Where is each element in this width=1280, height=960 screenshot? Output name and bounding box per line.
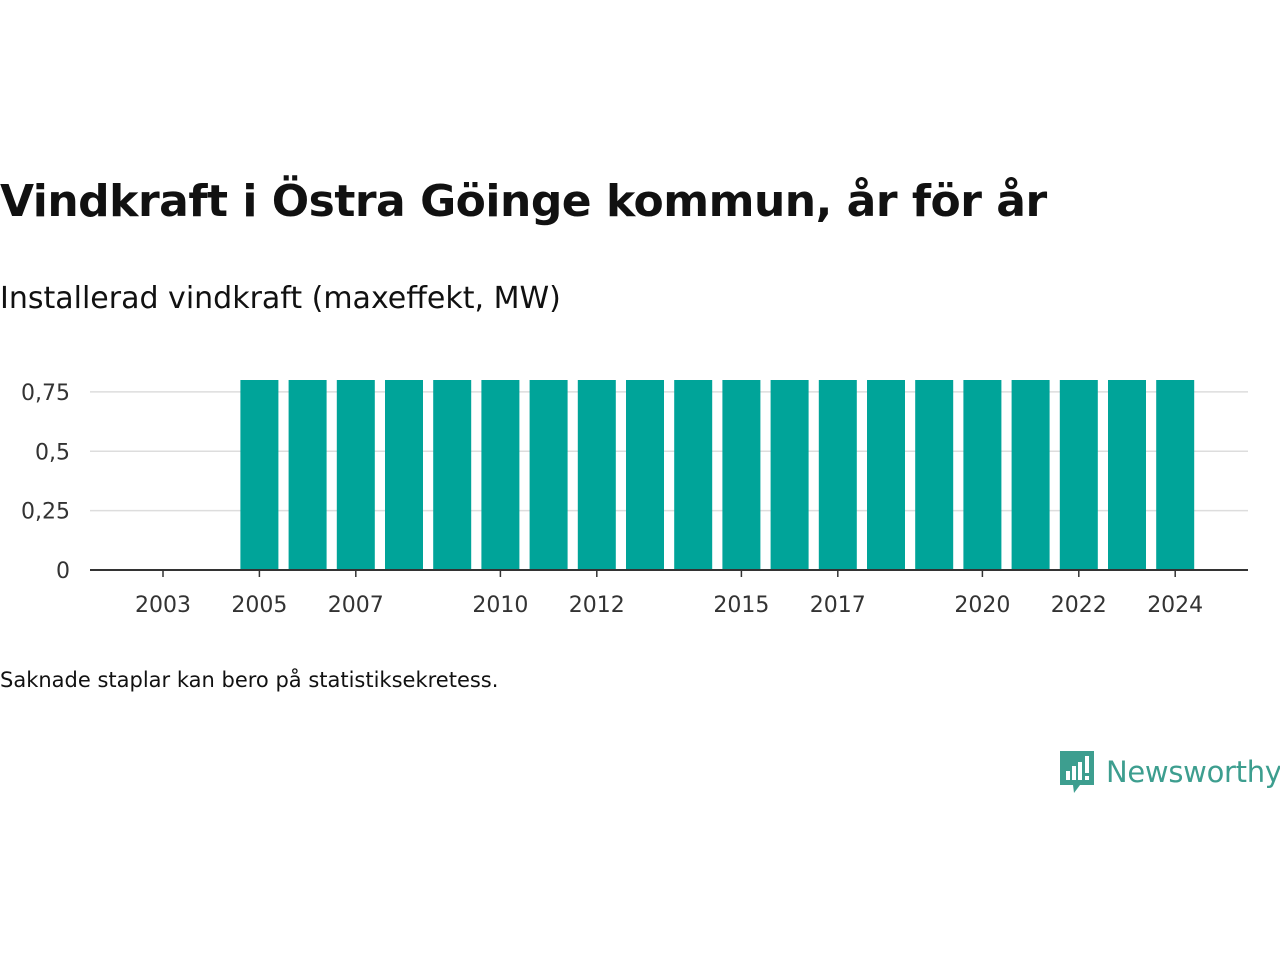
chart-subtitle: Installerad vindkraft (maxeffekt, MW) [0,281,561,316]
axes: 0 0,25 0,5 0,75 2003 2005 2007 2010 2012 2015 2017… [21,381,1248,618]
x-tick-label: 2022 [1051,593,1107,618]
x-tick-label: 2010 [472,593,528,618]
bar-2020 [963,380,1002,570]
y-tick-label: 0,5 [35,440,70,465]
x-tick-label: 2007 [328,593,384,618]
bar-2008 [385,380,423,570]
y-tick-label: 0,25 [21,500,70,525]
x-tick-label: 2003 [135,593,191,618]
bar-2018 [867,380,905,570]
bar-2006 [288,380,327,570]
y-tick-label: 0 [56,559,70,584]
x-tick-label: 2005 [231,593,287,618]
footnote: Saknade staplar kan bero på statistiksek… [0,668,499,692]
bar-2010 [481,380,520,570]
x-tick-label: 2015 [713,593,769,618]
bar-2014 [674,380,713,570]
bar-chart: 0 0,25 0,5 0,75 2003 2005 2007 2010 2012 2015 2017… [21,380,1248,618]
grid-lines [90,391,1248,512]
bar-2009 [433,380,472,570]
bar-2012 [577,380,616,570]
brand-logo: Newsworthy [1058,748,1280,796]
bar-2024 [1156,380,1195,570]
x-tick-label: 2017 [810,593,866,618]
bar-2016 [770,380,809,570]
bars [240,380,1195,570]
x-tick-label: 2012 [569,593,625,618]
bar-2015 [722,380,761,570]
bar-2013 [626,380,664,570]
bar-2022 [1059,380,1098,570]
bar-2007 [336,380,375,570]
bar-2005 [240,380,279,570]
bar-2017 [818,380,857,570]
x-tick-label: 2024 [1147,593,1203,618]
x-tick-label: 2020 [954,593,1010,618]
y-tick-label: 0,75 [21,381,70,406]
brand-name: Newsworthy [1106,755,1280,789]
bar-2011 [529,380,568,570]
bar-chart-speech-bubble-icon [1060,751,1094,793]
bar-2019 [915,380,954,570]
chart-title: Vindkraft i Östra Göinge kommun, år för … [0,176,1047,227]
bar-2021 [1011,380,1050,570]
bar-2023 [1108,380,1146,570]
